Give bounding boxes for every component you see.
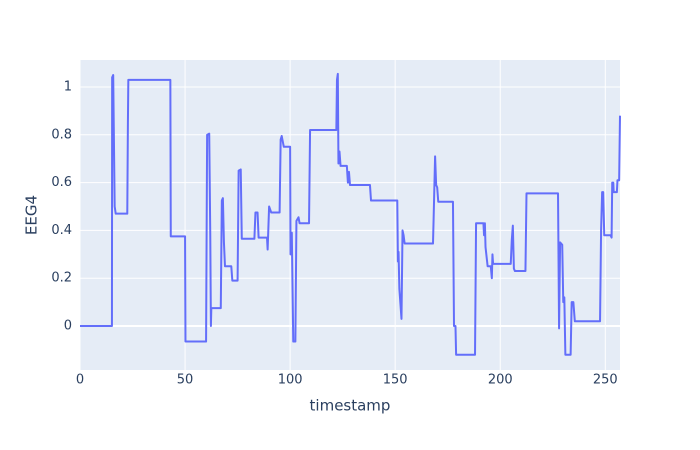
plot-background — [80, 60, 620, 370]
line-series — [80, 72, 621, 356]
y-tick-label: 1 — [64, 80, 72, 95]
y-tick-label: 0.6 — [51, 175, 72, 190]
x-axis-title: timestamp — [310, 397, 391, 415]
x-tick-label: 200 — [488, 373, 513, 388]
x-tick-label: 50 — [177, 373, 194, 388]
x-tick-label: 0 — [76, 373, 84, 388]
y-tick-label: 0.2 — [51, 271, 72, 286]
y-axis-title: EEG4 — [23, 195, 41, 235]
x-tick-label: 100 — [278, 373, 303, 388]
y-tick-label: 0 — [64, 319, 72, 334]
y-tick-label: 0.8 — [51, 127, 72, 142]
y-tick-label: 0.4 — [51, 223, 72, 238]
x-tick-label: 150 — [383, 373, 408, 388]
x-tick-label: 250 — [593, 373, 618, 388]
